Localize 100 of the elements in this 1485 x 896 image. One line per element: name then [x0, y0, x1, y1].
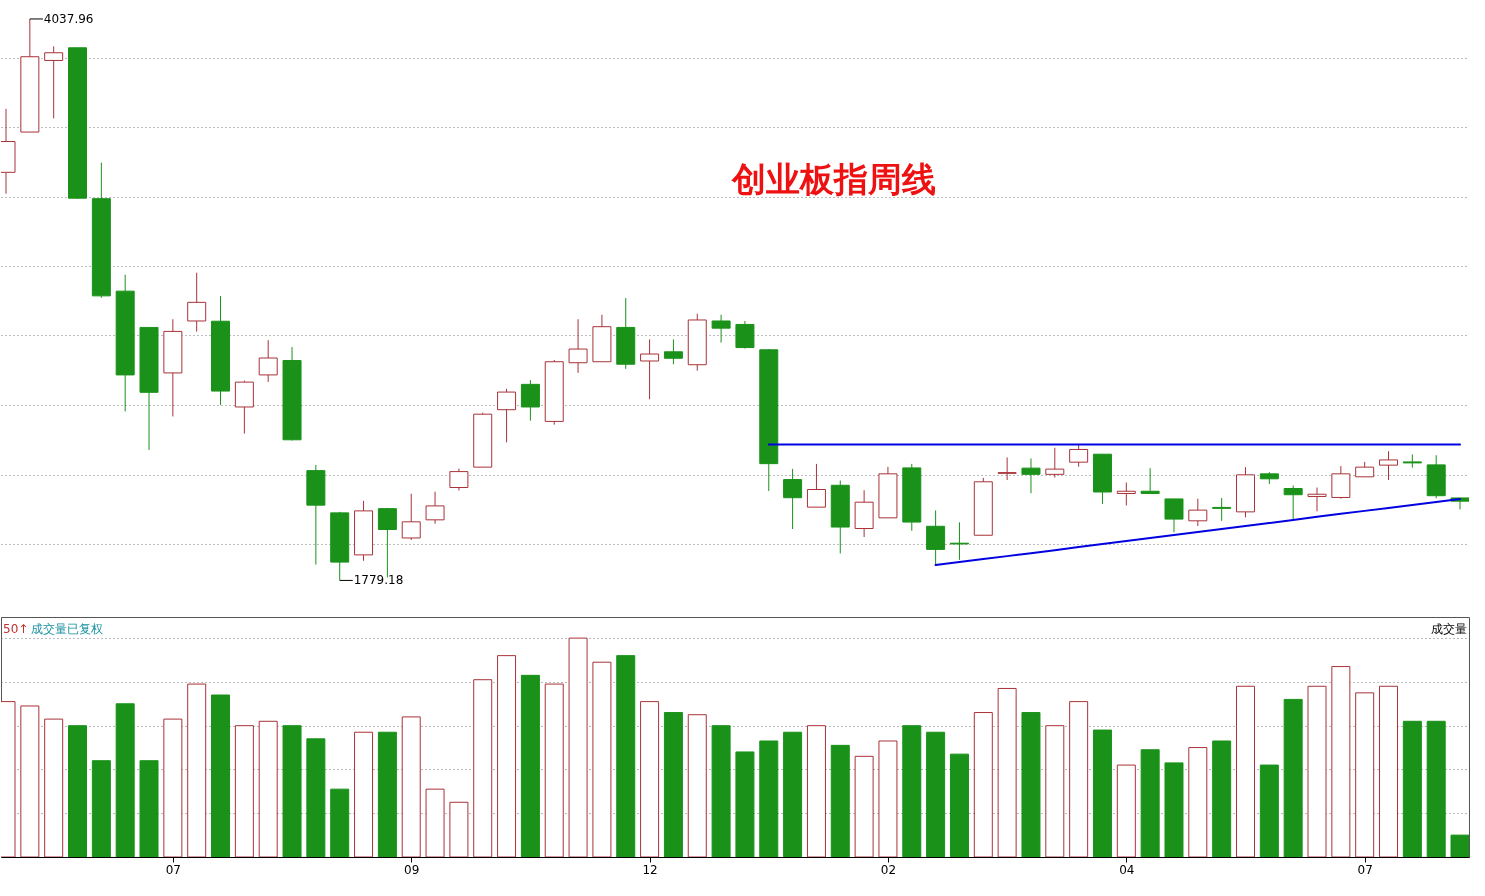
- candlestick: [1164, 498, 1184, 533]
- candlestick: [1140, 467, 1160, 494]
- bar: [1236, 685, 1255, 857]
- candlestick: [1069, 444, 1089, 468]
- bar: [1188, 747, 1208, 857]
- bar: [115, 703, 135, 857]
- x-tick-label: 04: [1119, 862, 1135, 877]
- bar: [258, 720, 278, 857]
- candlestick: [1021, 457, 1041, 494]
- bar: [902, 725, 922, 857]
- bar: [783, 731, 803, 857]
- candlestick: [783, 468, 803, 530]
- bar: [1331, 666, 1351, 857]
- candlestick: [44, 45, 64, 119]
- candlestick: [187, 272, 207, 333]
- candlestick: [1212, 497, 1232, 522]
- bar: [1283, 698, 1303, 857]
- bar: [1045, 725, 1065, 857]
- candlestick: [1379, 450, 1399, 481]
- candlestick: [1283, 485, 1303, 520]
- bar: [330, 788, 350, 857]
- bar: [735, 751, 755, 857]
- bar: [234, 725, 254, 857]
- bar: [973, 712, 993, 857]
- bar: [663, 712, 683, 857]
- text: 成交量: [1431, 622, 1467, 636]
- text: 50↑: [3, 622, 29, 636]
- bar: [91, 760, 111, 857]
- bar: [640, 701, 660, 857]
- bar: [354, 731, 374, 857]
- x-tick-label: 09: [404, 862, 420, 877]
- bar: [1426, 720, 1446, 857]
- bar: [1379, 685, 1399, 857]
- candlestick: [735, 320, 755, 350]
- candlestick: [497, 388, 517, 443]
- bar: [1140, 749, 1160, 857]
- bar: [20, 705, 40, 857]
- candlestick: [949, 521, 969, 561]
- annotation: 4037.96: [43, 11, 94, 26]
- bar: [449, 801, 469, 857]
- bar: [187, 683, 207, 857]
- x-tick-label: 02: [880, 862, 897, 877]
- bar: [497, 655, 517, 857]
- bar: [1021, 712, 1041, 857]
- bar: [926, 731, 946, 857]
- candlestick: [926, 509, 946, 566]
- bar: [401, 716, 421, 857]
- bar: [211, 694, 231, 857]
- bar: [282, 725, 302, 857]
- bar: [163, 718, 183, 857]
- candlestick: [663, 338, 683, 365]
- bar: [377, 731, 397, 857]
- annotation: 1779.18: [353, 573, 404, 588]
- bar: [1069, 701, 1089, 857]
- bar: [473, 679, 493, 857]
- x-tick-label: 12: [642, 862, 658, 877]
- candlestick: [1307, 487, 1327, 512]
- bar: [711, 725, 731, 857]
- bar: [616, 655, 636, 857]
- bar: [997, 687, 1017, 857]
- candlestick: [258, 339, 278, 383]
- candlestick: [401, 493, 421, 541]
- candlestick: [1116, 482, 1136, 506]
- bar: [854, 755, 874, 857]
- candlestick: [1045, 447, 1065, 479]
- text: 成交量已复权: [31, 622, 103, 636]
- candlestick: [806, 463, 826, 508]
- candlestick: [1188, 498, 1208, 527]
- candlestick: [425, 491, 445, 525]
- bar: [949, 753, 969, 857]
- bar: [139, 760, 159, 857]
- bar: [830, 744, 850, 857]
- bar: [1212, 740, 1232, 857]
- bar: [520, 674, 540, 857]
- x-tick-label: 07: [165, 862, 181, 877]
- bar: [1307, 685, 1327, 857]
- bar: [1164, 762, 1184, 857]
- candlestick: [997, 456, 1017, 481]
- bar: [306, 738, 326, 857]
- candlestick: [568, 318, 588, 374]
- bar: [1355, 692, 1375, 857]
- bar: [568, 637, 588, 857]
- bar: [806, 725, 826, 857]
- bar: [687, 714, 707, 857]
- bar: [44, 718, 64, 857]
- bar: [68, 725, 88, 857]
- bar: [1259, 764, 1279, 857]
- bar: [1402, 720, 1422, 857]
- bar: [592, 661, 612, 857]
- text: 创业板指周线: [731, 159, 936, 199]
- bar: [544, 683, 564, 857]
- candlestick: [711, 314, 731, 344]
- bar: [1116, 764, 1136, 857]
- candlestick: [640, 338, 660, 400]
- bar: [425, 788, 445, 857]
- bar: [1450, 834, 1469, 857]
- candlestick: [520, 379, 540, 422]
- candlestick: [1331, 465, 1351, 500]
- x-tick-label: 07: [1357, 862, 1373, 877]
- candlestick: [449, 468, 469, 491]
